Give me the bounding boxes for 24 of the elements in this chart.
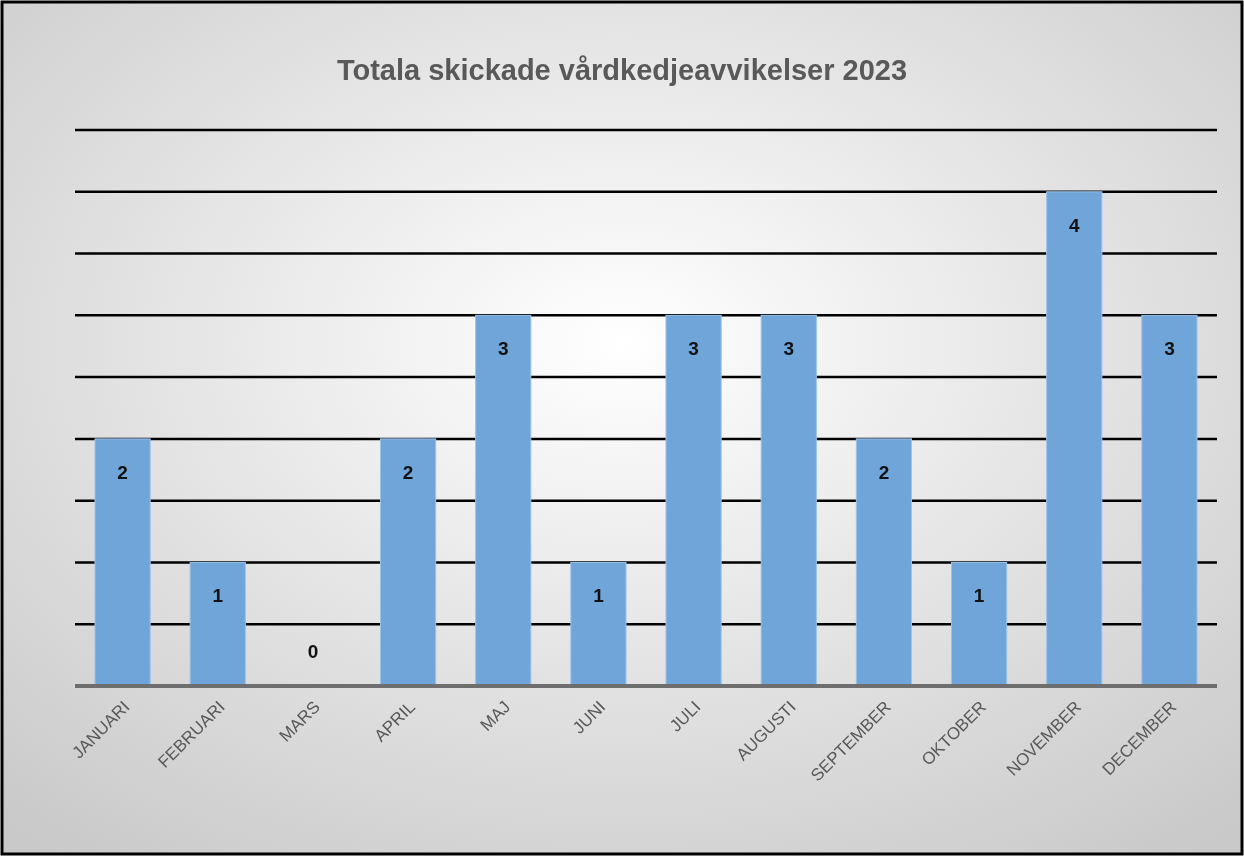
bar [760, 314, 817, 687]
data-label: 3 [783, 338, 795, 360]
data-label: 4 [1068, 214, 1080, 236]
data-label: 0 [307, 641, 319, 662]
data-label: 3 [497, 338, 509, 360]
bar [475, 314, 532, 687]
data-label: 1 [973, 585, 985, 607]
data-label: 1 [593, 585, 605, 607]
data-label: 1 [212, 585, 224, 607]
bar [1141, 314, 1198, 687]
bar [379, 438, 437, 687]
bar [189, 561, 246, 687]
data-label: 3 [1164, 338, 1175, 360]
data-label: 3 [688, 338, 699, 360]
bar [950, 561, 1008, 687]
data-label: 2 [402, 461, 414, 483]
bar [570, 561, 627, 687]
data-label: 2 [878, 461, 890, 483]
chart-title: Totala skickade vårdkedjeavvikelser 2023 [336, 54, 908, 86]
bar [855, 438, 913, 687]
bar [665, 314, 722, 687]
bar [1046, 191, 1103, 687]
bar [94, 438, 151, 687]
data-label: 2 [117, 461, 128, 483]
